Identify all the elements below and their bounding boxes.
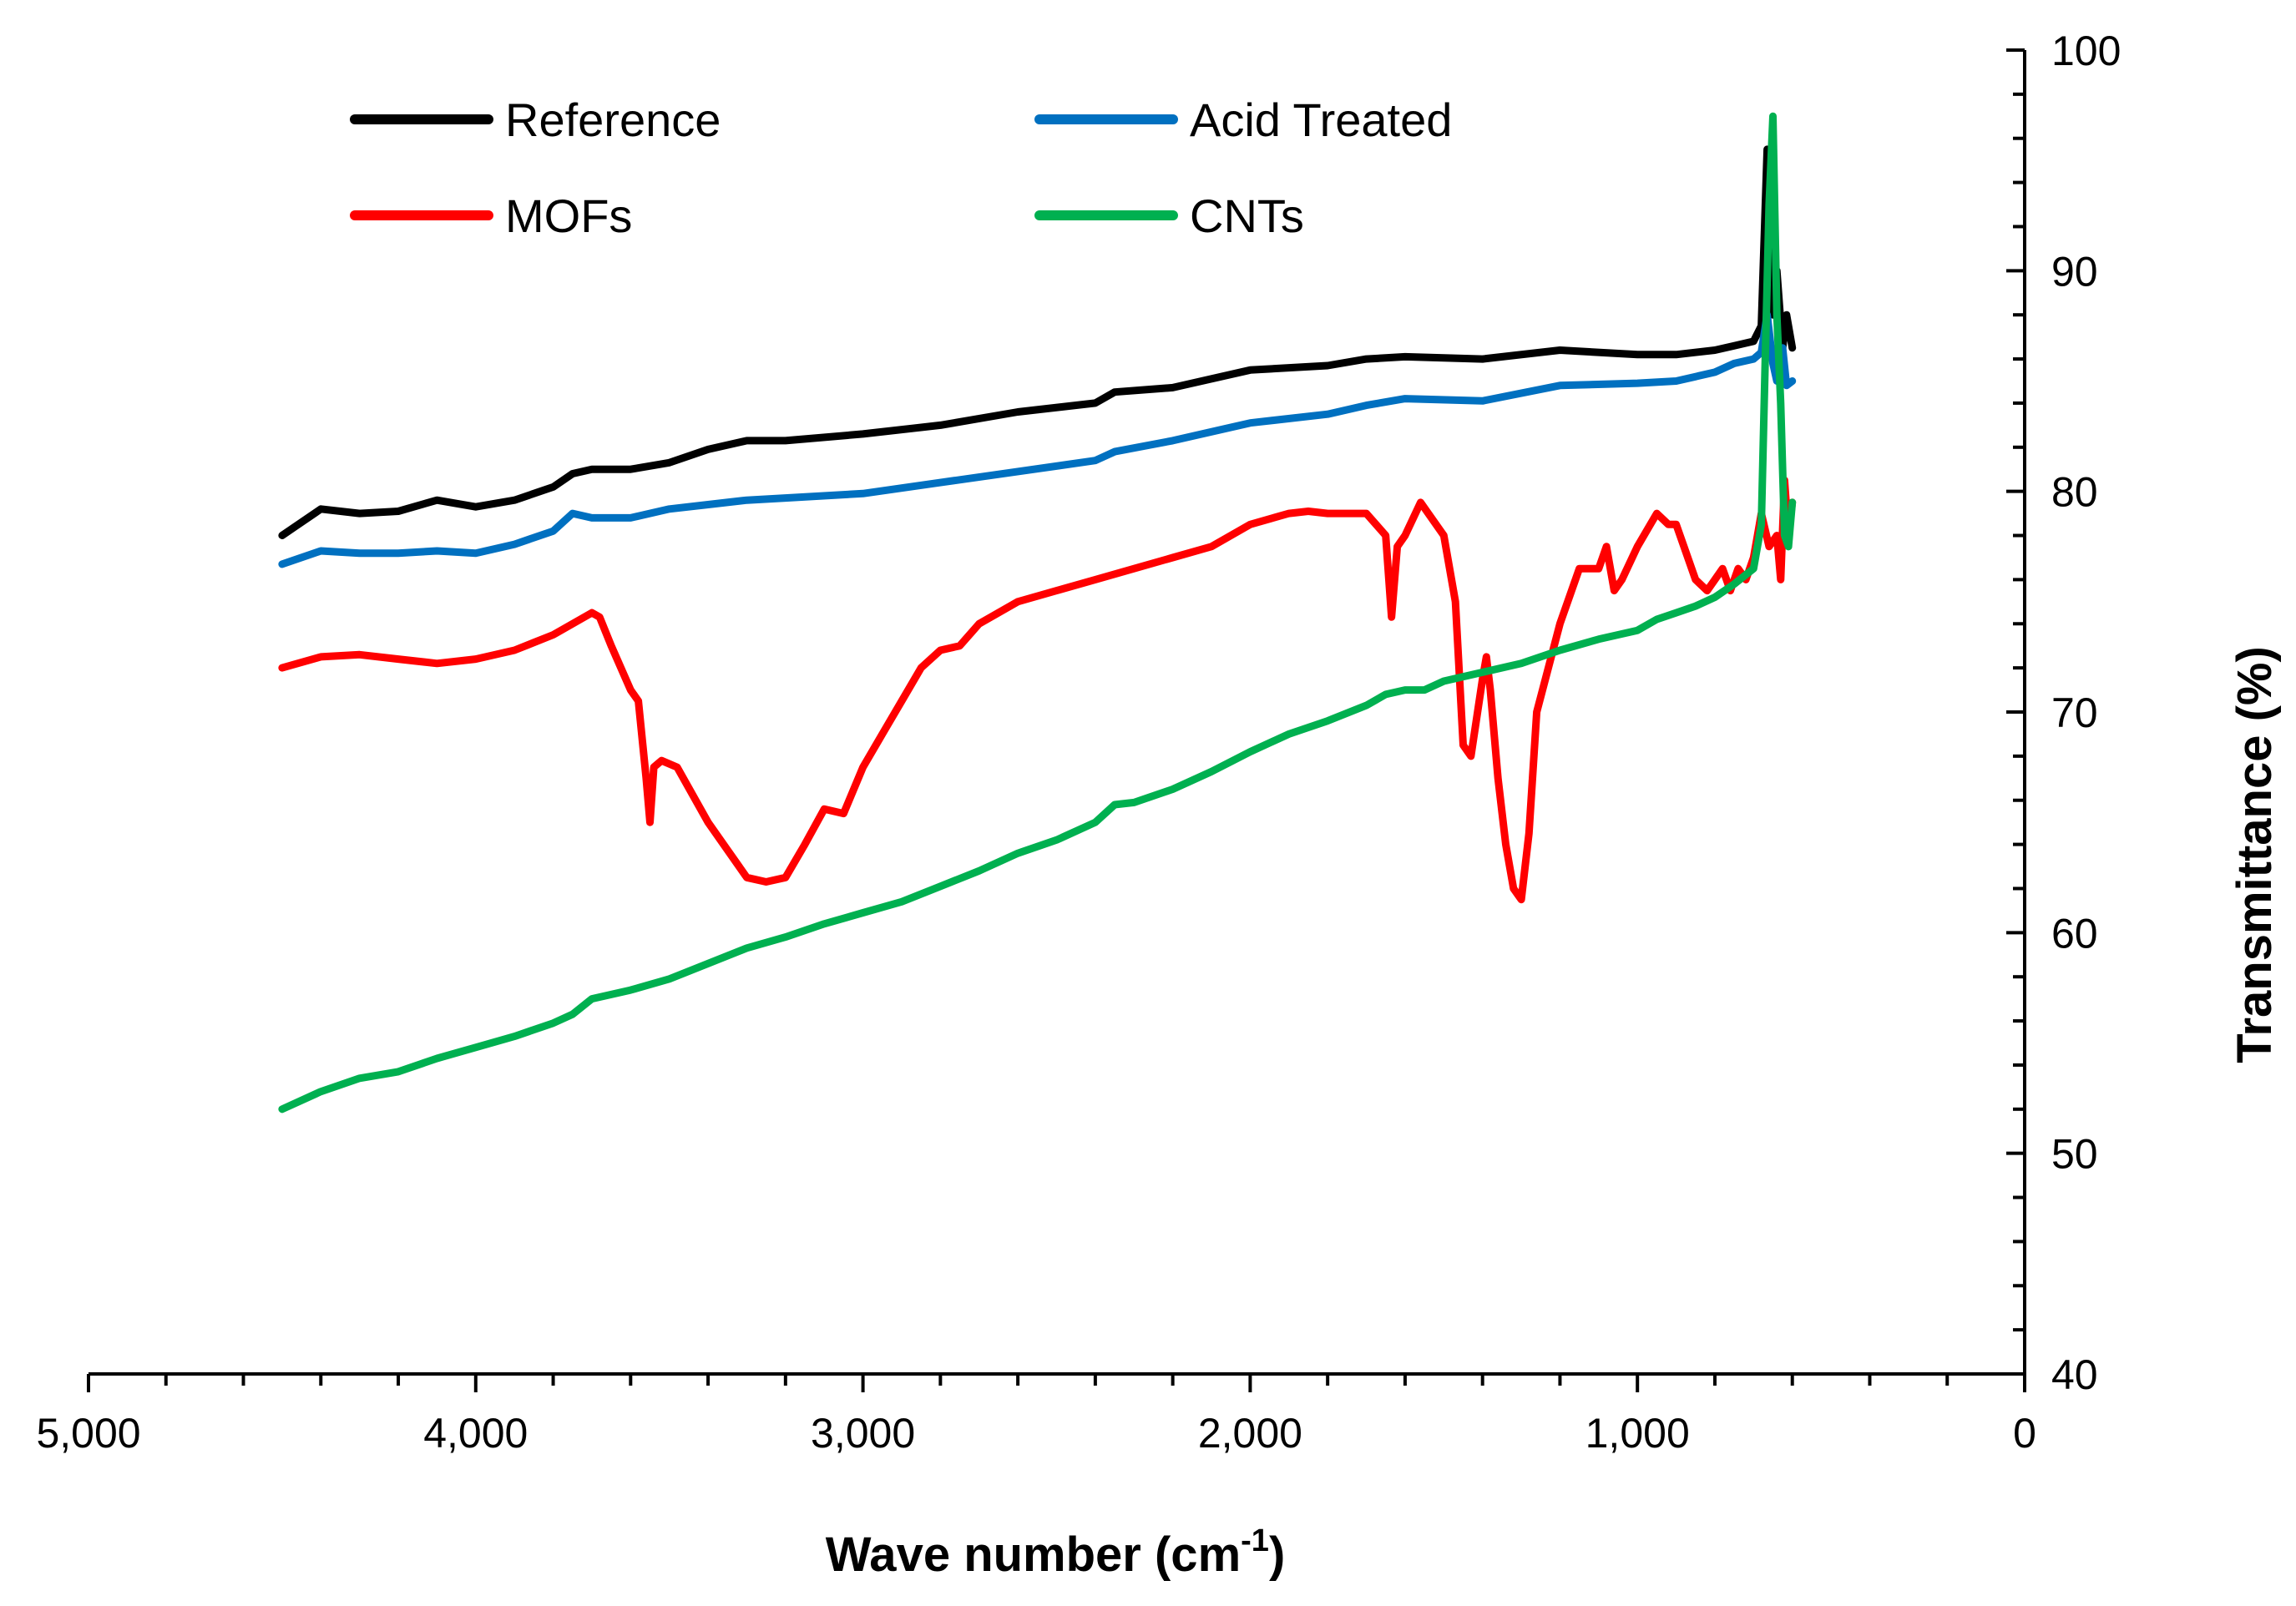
x-axis-title-close: )	[1269, 1528, 1285, 1582]
x-tick-label: 0	[2013, 1410, 2036, 1457]
series-layer	[278, 112, 1797, 1114]
x-tick-label: 3,000	[811, 1410, 915, 1457]
x-tick-label: 5,000	[36, 1410, 140, 1457]
series-line-acid-treated	[278, 311, 1797, 568]
y-tick-label: 40	[2051, 1351, 2098, 1398]
legend: Reference Acid Treated MOFs CNTs	[350, 93, 1452, 242]
y-axis-title: Transmittance (%)	[2228, 646, 2282, 1063]
series-line-reference	[278, 145, 1797, 539]
x-axis-title: Wave number (cm-1)	[826, 1523, 1286, 1582]
x-tick-label: 4,000	[423, 1410, 528, 1457]
legend-label-cnts: CNTs	[1190, 189, 1304, 242]
plot-area	[278, 112, 1797, 1114]
legend-label-mofs: MOFs	[505, 189, 632, 242]
x-axis-title-main: Wave number (cm	[826, 1528, 1241, 1582]
y-tick-label: 60	[2051, 910, 2098, 957]
series-line-cnts	[278, 112, 1797, 1114]
y-tick-label: 90	[2051, 248, 2098, 295]
x-ticks: 5,000 4,000 3,000 2,000 1,000 0	[36, 1374, 2036, 1457]
y-ticks: 40 50 60 70 80 90 100	[2006, 28, 2121, 1398]
series-line-mofs	[278, 476, 1797, 904]
x-tick-label: 1,000	[1585, 1410, 1690, 1457]
legend-label-reference: Reference	[505, 93, 721, 146]
y-tick-label: 80	[2051, 469, 2098, 516]
x-tick-label: 2,000	[1198, 1410, 1302, 1457]
y-tick-label: 70	[2051, 689, 2098, 736]
x-axis-title-sup: -1	[1241, 1523, 1269, 1558]
y-tick-label: 100	[2051, 28, 2121, 74]
y-tick-label: 50	[2051, 1131, 2098, 1178]
legend-label-acid-treated: Acid Treated	[1190, 93, 1452, 146]
axes-layer: 5,000 4,000 3,000 2,000 1,000 0 40 50 60 70 80 90 1…	[36, 28, 2121, 1457]
